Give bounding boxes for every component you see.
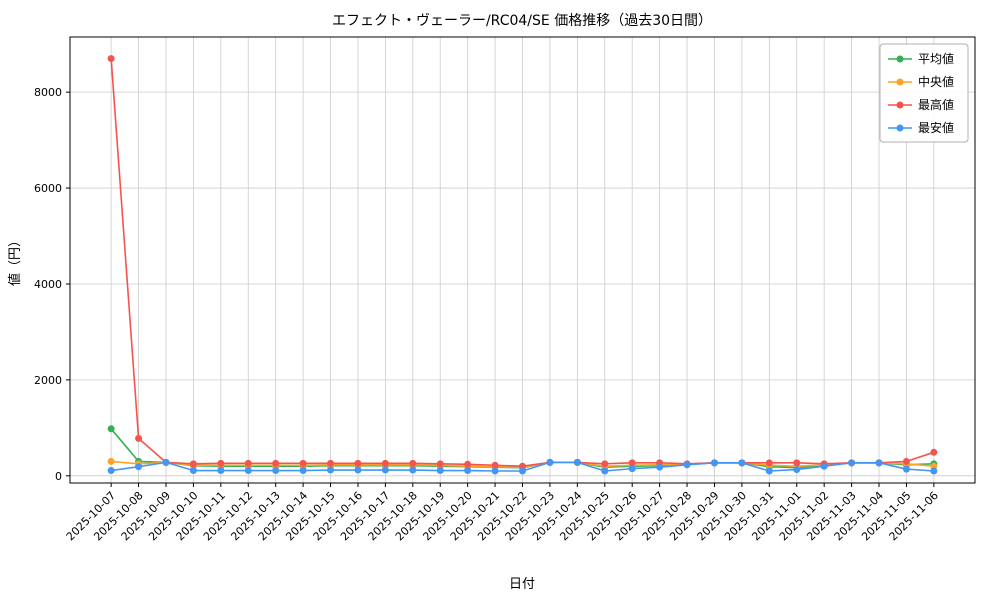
data-point-marker (381, 459, 389, 467)
data-point-marker (491, 467, 499, 475)
data-point-marker (409, 459, 417, 467)
data-point-marker (162, 458, 170, 466)
data-point-marker (875, 459, 883, 467)
data-point-marker (217, 459, 225, 467)
data-point-marker (135, 434, 143, 442)
data-point-marker (765, 459, 773, 467)
data-point-marker (436, 460, 444, 468)
data-point-marker (793, 459, 801, 467)
data-point-marker (628, 465, 636, 473)
legend-label: 最高値 (918, 97, 954, 112)
data-point-marker (107, 425, 115, 433)
data-point-marker (464, 467, 472, 475)
legend-marker (896, 101, 904, 109)
axis-ticks: 020004000600080002025-10-072025-10-08202… (34, 86, 941, 543)
legend-label: 平均値 (918, 51, 954, 66)
x-axis-label: 日付 (509, 577, 535, 592)
data-point-marker (464, 460, 472, 468)
data-point-marker (354, 466, 362, 474)
data-point-marker (573, 458, 581, 466)
data-point-marker (272, 459, 280, 467)
gridlines (70, 37, 975, 483)
legend-label: 中央値 (918, 74, 954, 89)
data-point-marker (601, 467, 609, 475)
y-tick-label: 0 (55, 470, 62, 483)
data-point-marker (189, 460, 197, 468)
data-point-marker (902, 465, 910, 473)
legend-marker (896, 55, 904, 63)
data-point-marker (738, 459, 746, 467)
data-point-marker (902, 457, 910, 465)
data-point-marker (244, 459, 252, 467)
legend-marker (896, 124, 904, 132)
data-point-marker (820, 462, 828, 470)
data-point-marker (519, 467, 526, 475)
legend-box (879, 43, 969, 143)
data-point-marker (491, 461, 499, 469)
data-point-marker (217, 467, 225, 475)
data-point-marker (656, 463, 664, 471)
data-point-marker (601, 460, 609, 468)
legend-marker (896, 78, 904, 86)
data-point-marker (930, 467, 938, 475)
data-point-marker (189, 467, 197, 475)
data-point-marker (299, 459, 307, 467)
data-point-marker (299, 467, 307, 475)
data-point-marker (135, 463, 143, 471)
data-point-marker (327, 466, 335, 474)
data-point-marker (381, 466, 389, 474)
data-point-marker (683, 461, 691, 469)
chart-title: エフェクト・ヴェーラー/RC04/SE 価格推移（過去30日間） (332, 12, 712, 29)
data-point-marker (848, 459, 856, 467)
data-series (107, 55, 938, 475)
data-point-marker (930, 462, 938, 470)
y-axis-label: 値（円） (7, 234, 23, 286)
data-point-marker (244, 467, 252, 475)
data-point-marker (107, 467, 115, 475)
data-point-marker (107, 457, 115, 465)
y-tick-label: 4000 (34, 278, 62, 291)
data-point-marker (765, 467, 773, 475)
data-point-marker (409, 466, 417, 474)
data-point-marker (436, 467, 444, 475)
data-point-marker (272, 467, 280, 475)
y-tick-label: 6000 (34, 182, 62, 195)
data-point-marker (107, 55, 115, 63)
data-point-marker (793, 466, 801, 474)
y-tick-label: 8000 (34, 86, 62, 99)
data-point-marker (628, 459, 636, 467)
data-point-marker (546, 458, 554, 466)
data-point-marker (327, 459, 335, 467)
data-point-marker (519, 462, 526, 470)
legend-label: 最安値 (918, 120, 954, 135)
data-point-marker (354, 459, 362, 467)
y-tick-label: 2000 (34, 374, 62, 387)
data-point-marker (710, 459, 718, 467)
data-point-marker (930, 448, 938, 456)
